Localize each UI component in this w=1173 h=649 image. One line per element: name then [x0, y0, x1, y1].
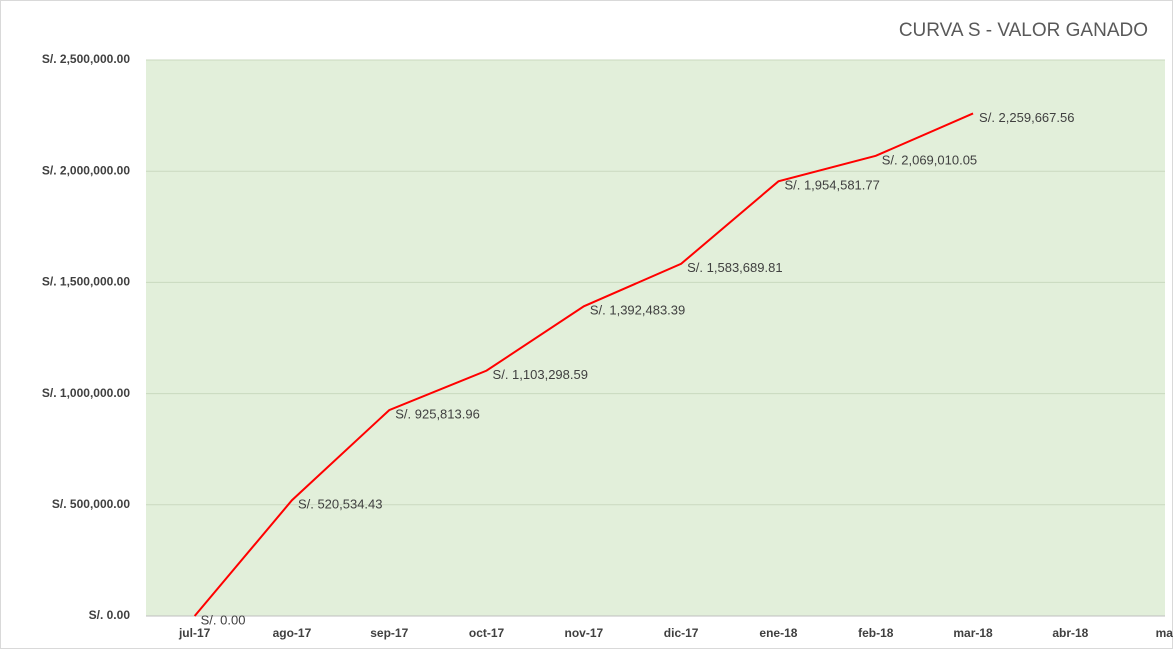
x-tick-label: ene-18: [759, 626, 797, 640]
x-tick-label: dic-17: [664, 626, 699, 640]
x-tick-label: ago-17: [273, 626, 312, 640]
data-label: S/. 1,583,689.81: [687, 260, 782, 275]
data-label: S/. 2,069,010.05: [882, 152, 977, 167]
data-label: S/. 1,954,581.77: [784, 178, 879, 193]
data-label: S/. 1,103,298.59: [493, 367, 588, 382]
y-tick-label: S/. 0.00: [89, 608, 131, 622]
series-line: [193, 112, 974, 617]
data-label: S/. 2,259,667.56: [979, 110, 1074, 125]
x-tick-label: sep-17: [370, 626, 408, 640]
data-label: S/. 925,813.96: [395, 407, 480, 422]
y-tick-label: S/. 1,500,000.00: [42, 275, 130, 289]
x-tick-label: jul-17: [178, 626, 211, 640]
x-tick-label: feb-18: [858, 626, 894, 640]
x-tick-label: mar-18: [953, 626, 993, 640]
x-tick-label: may: [1156, 626, 1173, 640]
data-label: S/. 0.00: [201, 612, 246, 627]
y-tick-label: S/. 2,500,000.00: [42, 52, 130, 66]
chart-title: CURVA S - VALOR GANADO: [899, 20, 1148, 41]
plot-area: [146, 60, 1165, 616]
y-tick-label: S/. 500,000.00: [52, 497, 130, 511]
x-tick-label: oct-17: [469, 626, 505, 640]
x-tick-label: abr-18: [1052, 626, 1088, 640]
y-tick-label: S/. 2,000,000.00: [42, 163, 130, 177]
x-tick-label: nov-17: [565, 626, 604, 640]
data-label: S/. 520,534.43: [298, 497, 383, 512]
data-label: S/. 1,392,483.39: [590, 303, 685, 318]
y-tick-label: S/. 1,000,000.00: [42, 386, 130, 400]
